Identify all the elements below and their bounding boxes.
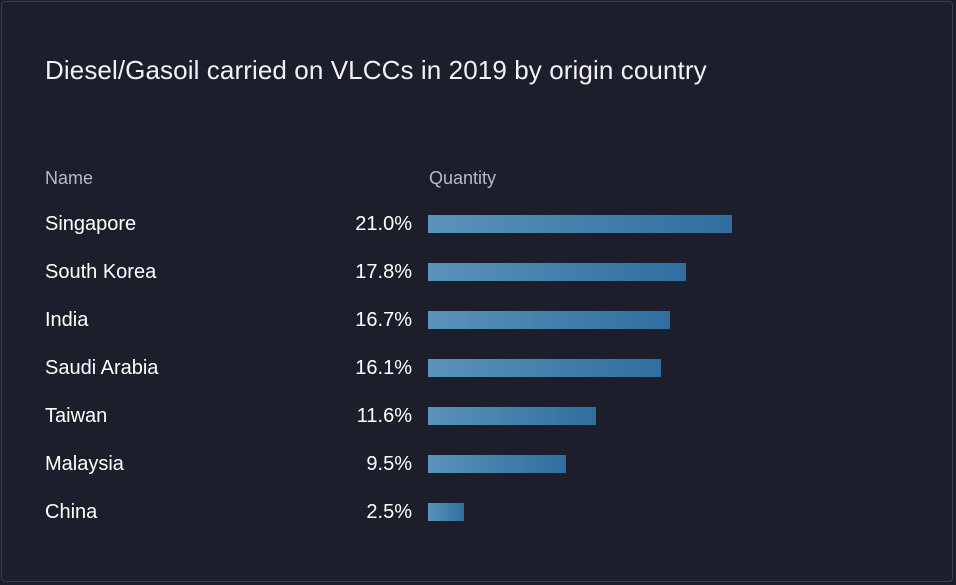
chart-title: Diesel/Gasoil carried on VLCCs in 2019 b… <box>45 55 707 85</box>
table-row: Saudi Arabia 16.1% <box>2 344 954 392</box>
row-name-label: Singapore <box>45 213 137 235</box>
row-value-label: 16.1% <box>355 357 412 379</box>
row-name-label: Taiwan <box>45 405 108 427</box>
table-row: India 16.7% <box>2 296 954 344</box>
quantity-bar <box>428 215 732 233</box>
table-row: China 2.5% <box>2 488 954 536</box>
quantity-bar <box>428 359 661 377</box>
row-name-label: China <box>45 501 98 523</box>
table-row: Singapore 21.0% <box>2 200 954 248</box>
column-header-quantity: Quantity <box>429 168 497 188</box>
row-value-label: 2.5% <box>366 501 412 523</box>
table-row: Malaysia 9.5% <box>2 440 954 488</box>
row-value-label: 11.6% <box>356 405 412 427</box>
row-name-label: Malaysia <box>45 453 124 475</box>
row-value-label: 17.8% <box>355 261 412 283</box>
row-name-label: South Korea <box>45 261 157 283</box>
quantity-bar <box>428 503 464 521</box>
quantity-bar <box>428 311 670 329</box>
column-header-name: Name <box>45 168 94 188</box>
quantity-bar <box>428 455 566 473</box>
table-row: Taiwan 11.6% <box>2 392 954 440</box>
row-value-label: 9.5% <box>366 453 412 475</box>
row-value-label: 21.0% <box>355 213 412 235</box>
table-row: South Korea 17.8% <box>2 248 954 296</box>
row-name-label: India <box>45 309 89 331</box>
quantity-bar <box>428 407 596 425</box>
row-value-label: 16.7% <box>355 309 412 331</box>
row-name-label: Saudi Arabia <box>45 357 159 379</box>
quantity-bar <box>428 263 686 281</box>
